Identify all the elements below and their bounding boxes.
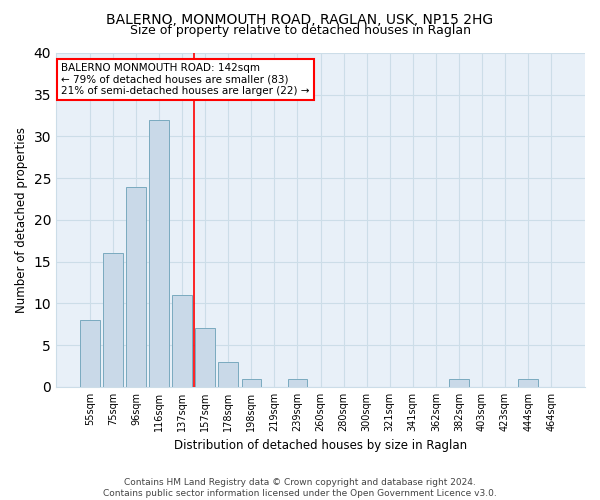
X-axis label: Distribution of detached houses by size in Raglan: Distribution of detached houses by size … (174, 440, 467, 452)
Bar (80, 320, 100, 387)
Text: Size of property relative to detached houses in Raglan: Size of property relative to detached ho… (130, 24, 470, 37)
Bar (242, 378, 261, 387)
Bar (287, 378, 307, 387)
Text: Contains HM Land Registry data © Crown copyright and database right 2024.
Contai: Contains HM Land Registry data © Crown c… (103, 478, 497, 498)
Y-axis label: Number of detached properties: Number of detached properties (15, 127, 28, 313)
Text: BALERNO MONMOUTH ROAD: 142sqm
← 79% of detached houses are smaller (83)
21% of s: BALERNO MONMOUTH ROAD: 142sqm ← 79% of d… (61, 63, 310, 96)
Bar (196, 328, 215, 387)
Bar (126, 186, 146, 387)
Bar (103, 254, 123, 387)
Text: BALERNO, MONMOUTH ROAD, RAGLAN, USK, NP15 2HG: BALERNO, MONMOUTH ROAD, RAGLAN, USK, NP1… (106, 12, 494, 26)
Bar (449, 378, 469, 387)
Bar (172, 295, 192, 387)
Bar (218, 362, 238, 387)
Bar (518, 378, 538, 387)
Bar (149, 120, 169, 387)
